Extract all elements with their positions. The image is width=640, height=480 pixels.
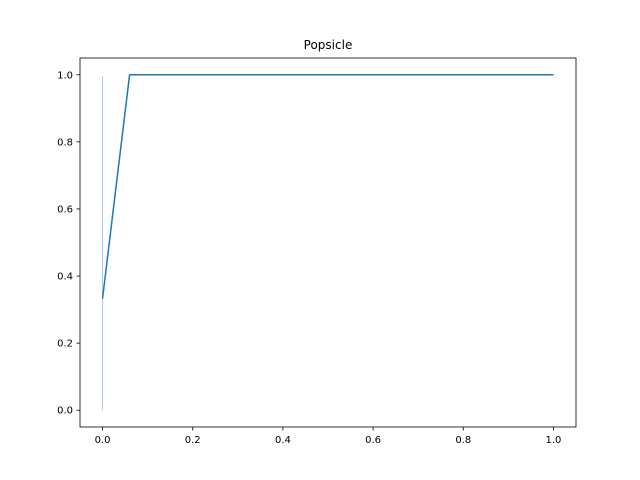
y-axis: 0.0 0.2 0.4 0.6 0.8 1.0 <box>57 70 80 417</box>
x-tick-label: 0.0 <box>95 435 111 446</box>
x-tick-label: 0.6 <box>365 435 381 446</box>
x-axis: 0.0 0.2 0.4 0.6 0.8 1.0 <box>95 427 562 446</box>
y-tick-label: 0.4 <box>57 272 73 283</box>
chart-title: Popsicle <box>304 38 353 52</box>
x-tick-label: 1.0 <box>546 435 562 446</box>
series-line-1 <box>101 74 554 299</box>
y-tick-label: 0.8 <box>57 137 73 148</box>
x-tick-label: 0.4 <box>275 435 291 446</box>
y-tick-label: 1.0 <box>57 70 73 81</box>
y-tick-label: 0.0 <box>57 406 73 417</box>
x-tick-label: 0.8 <box>455 435 471 446</box>
plot-frame <box>79 57 577 428</box>
y-tick-label: 0.2 <box>57 339 73 350</box>
plot-series <box>101 74 554 411</box>
x-tick-label: 0.2 <box>185 435 201 446</box>
y-tick-label: 0.6 <box>57 204 73 215</box>
